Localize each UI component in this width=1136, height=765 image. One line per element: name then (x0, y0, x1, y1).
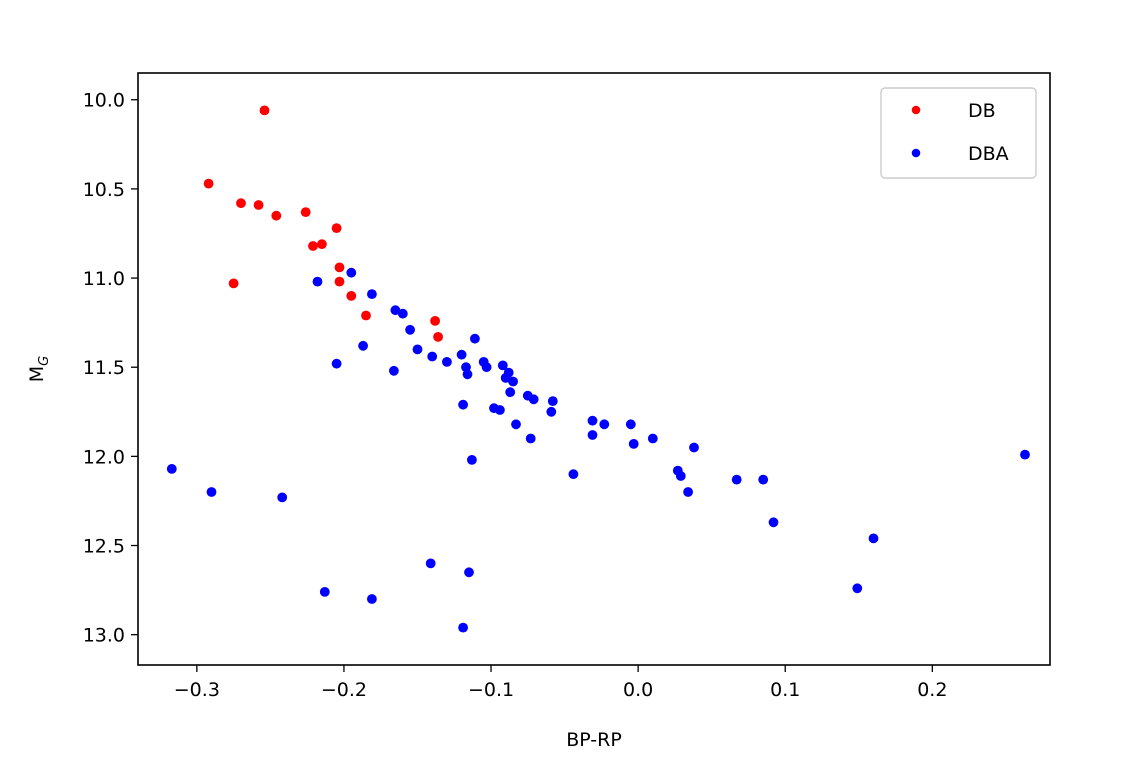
data-point-dba (462, 369, 473, 380)
data-point-dba (683, 487, 693, 497)
data-point-dba (467, 455, 477, 465)
data-point-dba (505, 387, 516, 398)
data-point-dba (464, 567, 474, 578)
data-point-dba (547, 396, 558, 406)
data-point-dba (868, 533, 879, 544)
data-point-dba (389, 365, 399, 376)
legend: DB DBA (880, 87, 1037, 179)
y-tick-label: 12.5 (83, 536, 125, 558)
data-point-dba (470, 333, 480, 344)
data-point-dba (852, 583, 863, 594)
data-point-dba (647, 433, 658, 444)
x-tick-label: 0.2 (917, 679, 947, 701)
data-point-dba (458, 399, 468, 410)
data-point-dba (390, 305, 401, 316)
data-point-dba (481, 362, 492, 373)
data-point-dba (412, 344, 423, 355)
data-point-db (346, 291, 357, 301)
data-point-dba (397, 308, 408, 319)
data-point-dba (277, 492, 288, 503)
data-point-dba (497, 360, 508, 371)
data-point-dba (425, 558, 436, 569)
data-point-dba (166, 464, 177, 474)
data-point-dba (731, 474, 742, 485)
data-point-dba (508, 376, 518, 387)
data-point-db (236, 198, 246, 209)
data-point-dba (358, 340, 368, 351)
x-tick-label: −0.3 (174, 679, 220, 701)
legend-marker-db (911, 105, 921, 115)
data-point-db (317, 239, 327, 250)
data-point-dba (346, 267, 357, 278)
x-tick-label: 0.0 (623, 679, 653, 701)
data-point-db (308, 241, 318, 251)
series-dba (166, 267, 1030, 633)
data-point-db (271, 210, 282, 221)
data-point-dba (758, 474, 769, 485)
data-point-dba (331, 358, 342, 369)
data-point-dba (528, 394, 539, 405)
data-point-db (253, 200, 264, 210)
data-point-dba (768, 517, 779, 528)
data-point-dba (319, 587, 330, 597)
x-axis-ticks: −0.3 −0.2 −0.1 0.0 0.1 0.2 (174, 665, 947, 701)
data-point-dba (599, 419, 610, 430)
data-point-db (331, 223, 342, 234)
legend-label-dba: DBA (968, 143, 1009, 165)
legend-label-db: DB (968, 100, 996, 122)
y-axis-label: MG (26, 356, 52, 382)
data-point-db (334, 276, 345, 287)
data-point-dba (568, 469, 579, 480)
y-tick-label: 12.0 (83, 446, 125, 468)
data-point-db (430, 316, 440, 326)
data-point-dba (367, 594, 377, 604)
data-point-dba (206, 487, 217, 497)
data-point-dba (367, 289, 377, 299)
x-tick-label: −0.1 (468, 679, 514, 701)
data-point-db (259, 105, 270, 116)
data-point-dba (587, 415, 598, 426)
plot-frame (137, 72, 1051, 666)
data-point-db (334, 262, 345, 273)
data-point-dba (312, 276, 323, 287)
data-point-dba (442, 357, 452, 367)
y-tick-label: 11.5 (83, 357, 125, 379)
legend-box (880, 87, 1037, 179)
data-point-db (228, 278, 239, 289)
y-tick-label: 10.0 (83, 90, 125, 112)
data-point-dba (628, 439, 639, 449)
data-point-dba (427, 351, 438, 362)
data-point-dba (546, 406, 557, 417)
x-tick-label: 0.1 (770, 679, 800, 701)
y-axis-label-main: M (26, 366, 48, 382)
series-db (203, 105, 443, 342)
legend-marker-dba (911, 148, 921, 158)
data-point-db (361, 310, 371, 321)
data-point-dba (625, 419, 636, 430)
y-axis-label-subscript: G (37, 356, 52, 366)
y-tick-label: 11.0 (83, 268, 125, 290)
data-point-db (433, 332, 443, 342)
data-point-dba (458, 622, 468, 633)
data-points (166, 105, 1030, 633)
y-axis-ticks: 10.0 10.5 11.0 11.5 12.0 12.5 13.0 (83, 90, 138, 647)
data-point-dba (525, 433, 536, 444)
y-tick-label: 10.5 (83, 179, 125, 201)
data-point-dba (456, 349, 467, 360)
data-point-dba (405, 324, 415, 335)
data-point-dba (689, 442, 699, 453)
data-point-dba (675, 471, 686, 481)
y-tick-label: 13.0 (83, 625, 125, 647)
data-point-dba (503, 367, 514, 378)
data-point-dba (587, 430, 598, 440)
x-tick-label: −0.2 (321, 679, 367, 701)
data-point-dba (495, 405, 505, 415)
data-point-dba (511, 419, 521, 430)
data-point-dba (1020, 449, 1030, 460)
x-axis-label: BP-RP (566, 729, 622, 751)
data-point-db (203, 178, 214, 189)
data-point-db (300, 207, 311, 218)
